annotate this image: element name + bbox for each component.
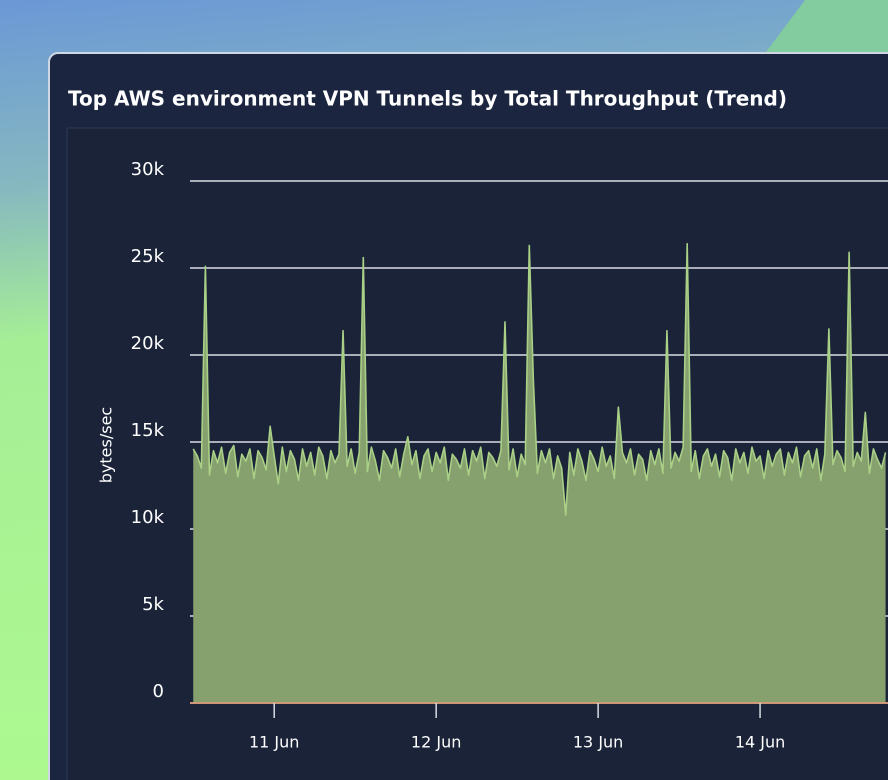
y-tick-label: 30k — [131, 159, 165, 180]
background-shape — [760, 0, 888, 60]
chart-title: Top AWS environment VPN Tunnels by Total… — [68, 87, 787, 111]
y-tick-label: 5k — [142, 594, 164, 615]
y-tick-label: 0 — [153, 681, 164, 702]
x-tick-label: 11 Jun — [249, 733, 299, 752]
y-tick-label: 25k — [131, 246, 165, 267]
x-tick-label: 14 Jun — [735, 733, 785, 752]
x-tick-label: 13 Jun — [573, 733, 623, 752]
y-tick-label: 15k — [131, 420, 165, 441]
y-tick-label: 20k — [131, 333, 165, 354]
chart: Top AWS environment VPN Tunnels by Total… — [66, 87, 888, 780]
x-tick-label: 12 Jun — [411, 733, 461, 752]
card: Top AWS environment VPN Tunnels by Total… — [48, 52, 888, 780]
y-tick-label: 10k — [131, 507, 165, 528]
line — [192, 242, 887, 516]
area — [193, 243, 886, 703]
y-axis-label: bytes/sec — [97, 407, 116, 483]
